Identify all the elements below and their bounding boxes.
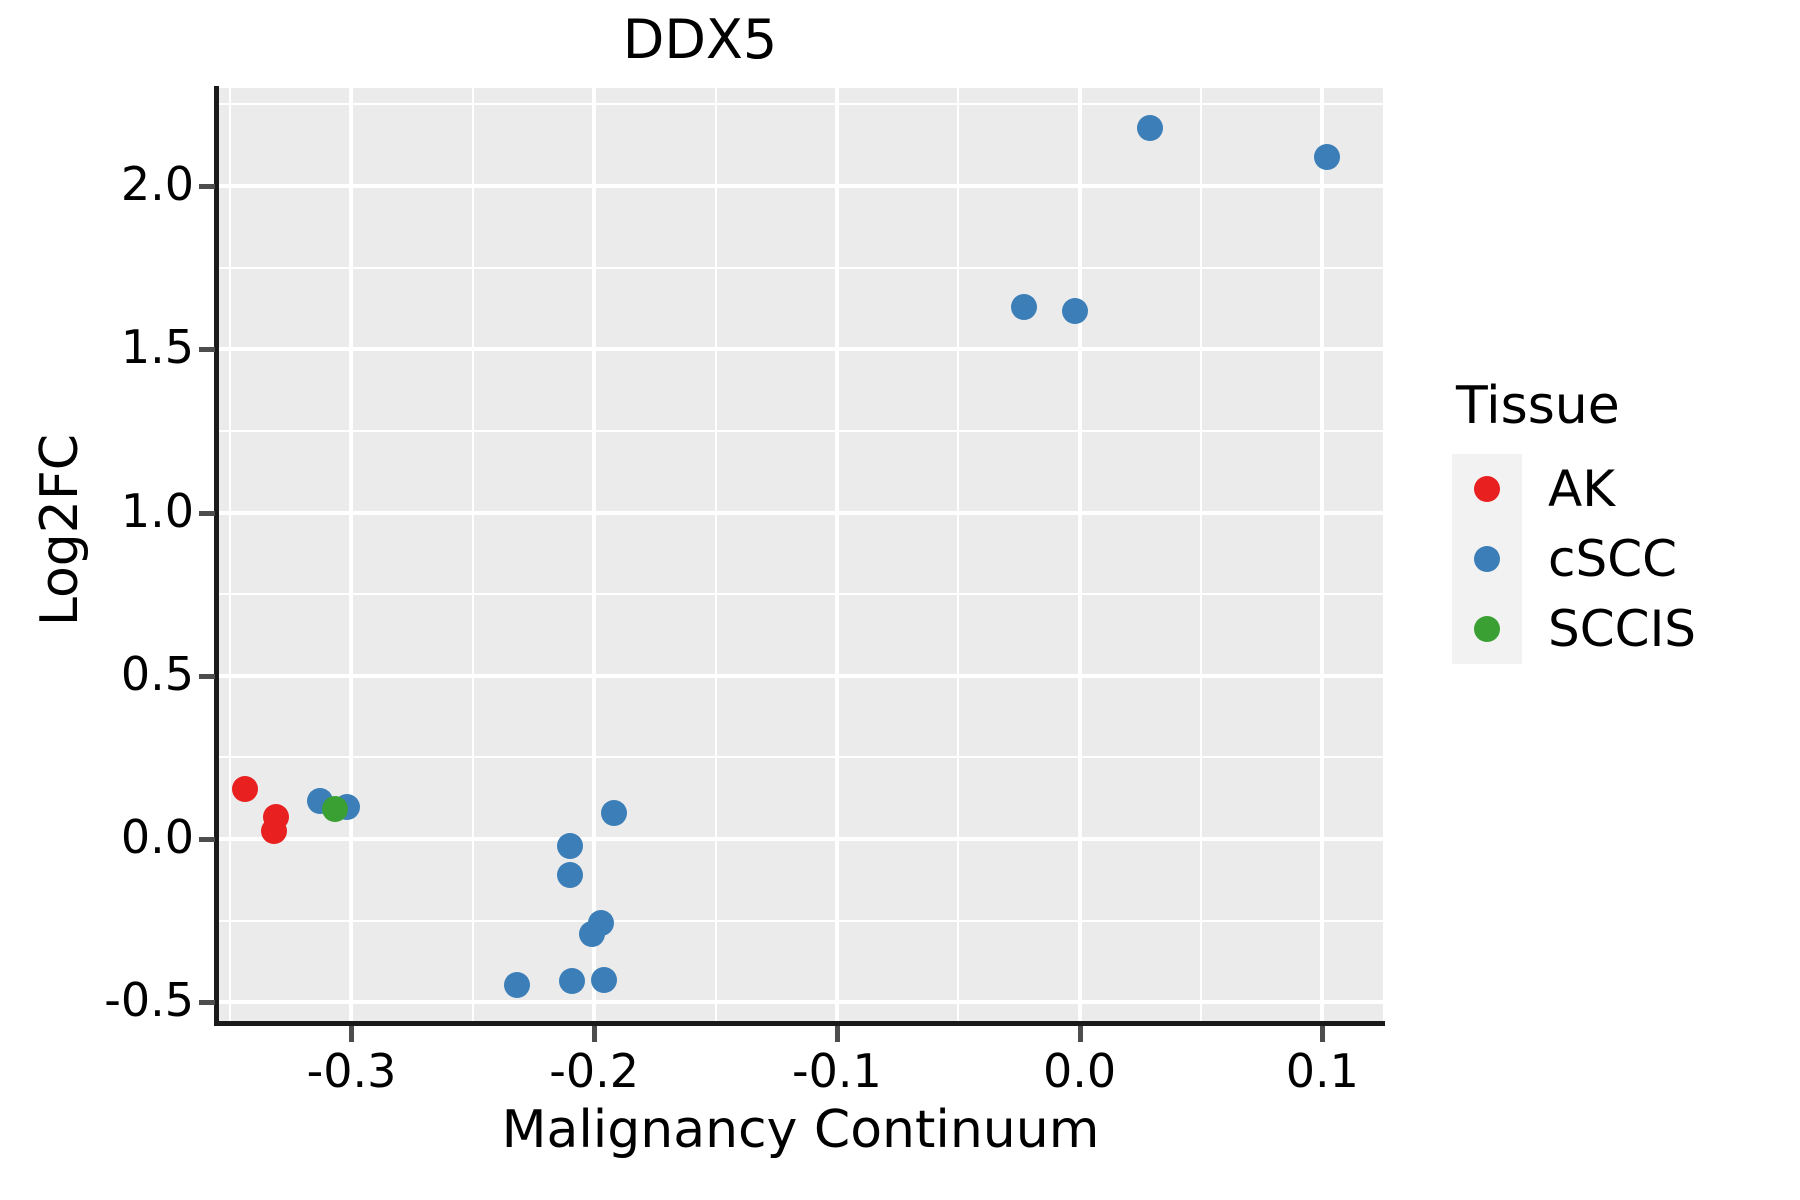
grid-line: [218, 593, 1383, 596]
grid-line: [1199, 88, 1202, 1022]
legend-title: Tissue: [1456, 376, 1620, 436]
plot-panel: [218, 88, 1383, 1022]
y-axis-tick-label: 1.0: [120, 483, 194, 538]
grid-line: [218, 266, 1383, 269]
y-axis-tick-label: -0.5: [104, 973, 194, 1028]
grid-line: [349, 88, 354, 1022]
scatter-point-cscc: [1137, 114, 1163, 141]
x-axis-tick: [834, 1026, 840, 1042]
scatter-point-cscc: [600, 800, 627, 827]
grid-line: [471, 88, 474, 1022]
grid-line: [218, 510, 1383, 515]
x-axis-tick: [1320, 1026, 1326, 1042]
legend-key: [1452, 594, 1522, 664]
x-axis-tick: [592, 1026, 598, 1042]
scatter-point-cscc: [559, 967, 586, 994]
x-axis-tick-label: 0.0: [1043, 1044, 1117, 1098]
y-axis-tick-label: 1.5: [120, 320, 194, 375]
legend-item-cscc[interactable]: cSCC: [1452, 524, 1782, 594]
x-axis-tick: [1077, 1026, 1083, 1042]
grid-line: [592, 88, 597, 1022]
scatter-point-cscc: [556, 832, 583, 859]
legend-key: [1452, 454, 1522, 524]
legend-item-label: cSCC: [1548, 530, 1678, 588]
scatter-point-cscc: [556, 862, 583, 889]
legend-items: AK cSCC SCCIS: [1452, 454, 1782, 664]
y-axis-tick: [199, 183, 215, 189]
legend-item-label: SCCIS: [1548, 600, 1697, 658]
grid-line: [714, 88, 717, 1022]
x-axis-line: [214, 1021, 1385, 1026]
grid-line: [1077, 88, 1082, 1022]
scatter-point-cscc: [590, 967, 617, 994]
grid-line: [218, 919, 1383, 922]
grid-line: [1320, 88, 1325, 1022]
x-axis-tick-label: -0.1: [792, 1044, 882, 1098]
y-axis-tick: [199, 1000, 215, 1006]
legend-item-label: AK: [1548, 460, 1615, 518]
y-axis-tick: [199, 673, 215, 679]
grid-line: [834, 88, 839, 1022]
x-axis-tick-label: -0.2: [549, 1044, 640, 1098]
legend-item-sccis[interactable]: SCCIS: [1452, 594, 1782, 664]
grid-line: [218, 1000, 1383, 1005]
y-axis-tick-label: 0.5: [120, 646, 194, 701]
x-axis-tick-label: -0.3: [306, 1044, 397, 1098]
x-axis-tick-label: 0.1: [1285, 1044, 1359, 1098]
y-axis-title: Log2FC: [30, 433, 90, 627]
scatter-point-cscc: [1010, 294, 1037, 321]
scatter-point-cscc: [1314, 144, 1341, 171]
grid-line: [218, 756, 1383, 759]
legend-key: [1452, 524, 1522, 594]
y-axis-tick: [199, 347, 215, 353]
legend-item-ak[interactable]: AK: [1452, 454, 1782, 524]
scatter-point-cscc: [1061, 297, 1088, 324]
y-axis-tick: [199, 837, 215, 843]
grid-line: [218, 429, 1383, 432]
grid-line: [218, 673, 1383, 678]
legend-dot-icon: [1474, 476, 1500, 502]
grid-line: [229, 88, 232, 1022]
grid-line: [218, 837, 1383, 842]
grid-line: [957, 88, 960, 1022]
x-axis-title: Malignancy Continuum: [501, 1100, 1100, 1160]
legend-dot-icon: [1474, 546, 1500, 572]
y-axis-tick: [199, 510, 215, 516]
scatter-point-ak: [231, 775, 258, 802]
grid-line: [218, 347, 1383, 352]
scatter-point-sccis: [321, 795, 348, 822]
x-axis-tick: [349, 1026, 355, 1042]
grid-line: [218, 183, 1383, 188]
scatter-point-cscc: [578, 921, 605, 948]
legend-dot-icon: [1474, 616, 1500, 642]
y-axis-line: [214, 86, 219, 1024]
scatter-point-cscc: [503, 972, 530, 999]
page-title: DDX5: [622, 8, 778, 71]
y-axis-tick-label: 0.0: [120, 810, 194, 865]
grid-line: [218, 103, 1383, 106]
y-axis-tick-label: 2.0: [120, 156, 194, 211]
scatter-point-ak: [260, 817, 287, 844]
legend: Tissue AK cSCC SCCIS: [1452, 380, 1782, 664]
